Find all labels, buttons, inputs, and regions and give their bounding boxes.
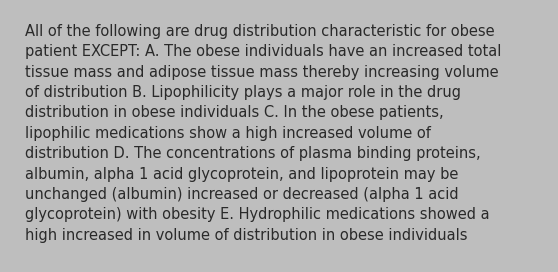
Text: All of the following are drug distribution characteristic for obese
patient EXCE: All of the following are drug distributi… — [25, 24, 501, 243]
